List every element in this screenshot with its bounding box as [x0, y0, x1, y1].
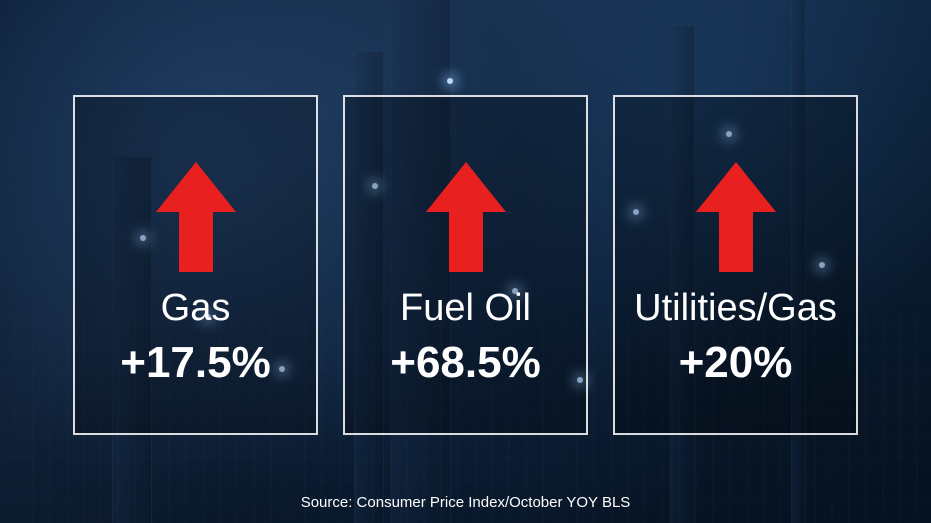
stat-cards-row: Gas +17.5% Fuel Oil +68.5% Utilities/Gas…: [0, 95, 931, 435]
percentage-value: +20%: [679, 338, 793, 388]
category-label: Fuel Oil: [400, 287, 531, 330]
stat-card-gas: Gas +17.5%: [73, 95, 318, 435]
arrow-up-icon: [421, 117, 511, 287]
stat-card-utilities-gas: Utilities/Gas +20%: [613, 95, 858, 435]
arrow-up-icon: [151, 117, 241, 287]
category-label: Gas: [161, 287, 231, 330]
percentage-value: +68.5%: [390, 338, 540, 388]
source-attribution: Source: Consumer Price Index/October YOY…: [0, 494, 931, 511]
arrow-up-icon: [691, 117, 781, 287]
category-label: Utilities/Gas: [634, 287, 837, 330]
stat-card-fuel-oil: Fuel Oil +68.5%: [343, 95, 588, 435]
percentage-value: +17.5%: [120, 338, 270, 388]
